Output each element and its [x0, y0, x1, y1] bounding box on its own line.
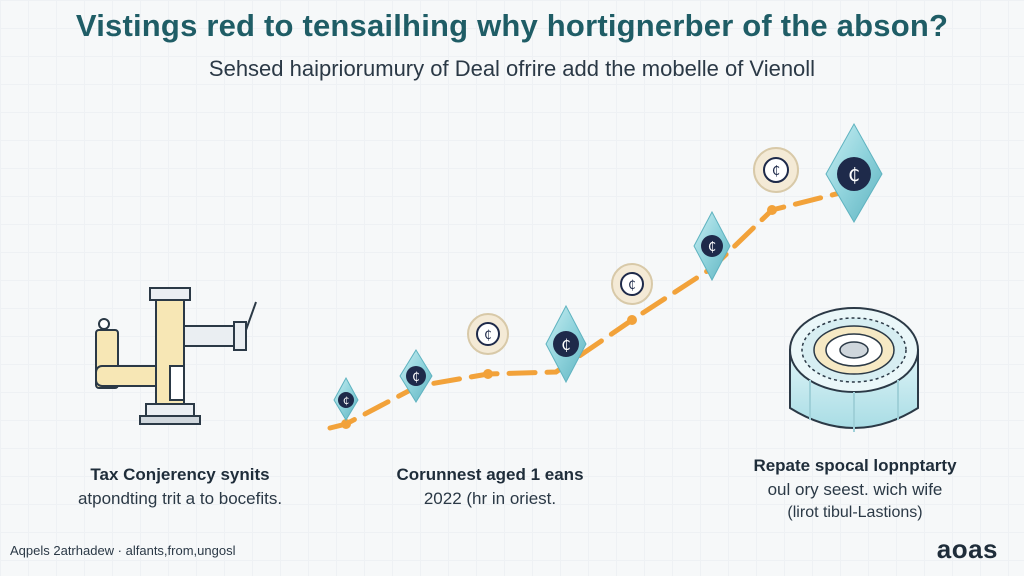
crypto-coin-icon: ₵: [333, 376, 359, 421]
caption-left-line2: atpondting trit a to bocefits.: [77, 489, 283, 508]
page-title: Vistings red to tensailhing why hortigne…: [75, 8, 949, 43]
caption-left-line1: Tax Conjerency synits: [90, 465, 270, 484]
brand-logo: aoas: [936, 534, 998, 564]
svg-text:₵: ₵: [343, 396, 349, 407]
caption-right-line1: Repate spocal lopnptarty: [753, 456, 957, 475]
crypto-coin-icon: ₵: [399, 349, 433, 403]
svg-text:₵: ₵: [848, 164, 860, 186]
caption-middle: Corunnest aged 1 eans 2022 (hr in oriest…: [370, 465, 610, 509]
svg-text:₵: ₵: [772, 164, 780, 179]
crypto-coin-icon: ₵: [545, 304, 587, 384]
trend-line: [327, 185, 863, 431]
caption-middle-line1: Corunnest aged 1 eans: [396, 465, 584, 484]
svg-text:₵: ₵: [412, 370, 420, 384]
svg-text:₵: ₵: [628, 278, 636, 292]
caption-right-line2: oul ory seest. wich wife: [767, 480, 943, 499]
footer-text: Aqpels 2atrhadew · alfants,from,ungosl: [10, 543, 236, 558]
crypto-coin-icon: ₵: [467, 313, 509, 355]
svg-text:₵: ₵: [484, 328, 492, 342]
crypto-coin-icon: ₵: [693, 210, 731, 282]
svg-text:₵: ₵: [561, 336, 571, 354]
svg-text:₵: ₵: [708, 240, 716, 255]
industrial-machine-icon: [95, 287, 257, 425]
cylindrical-vault-icon: [789, 307, 919, 432]
caption-left: Tax Conjerency synits atpondting trit a …: [50, 465, 310, 509]
page-subtitle: Sehsed haipriorumury of Deal ofrire add …: [208, 56, 816, 81]
crypto-coin-icon: ₵: [611, 263, 653, 305]
crypto-coin-icon: ₵: [753, 147, 799, 193]
caption-middle-line2: 2022 (hr in oriest.: [423, 489, 557, 508]
caption-right-line3: (lirot tibul-Lastions): [787, 504, 923, 521]
caption-right: Repate spocal lopnptarty oul ory seest. …: [730, 456, 980, 522]
crypto-coin-icon: ₵: [825, 122, 883, 223]
